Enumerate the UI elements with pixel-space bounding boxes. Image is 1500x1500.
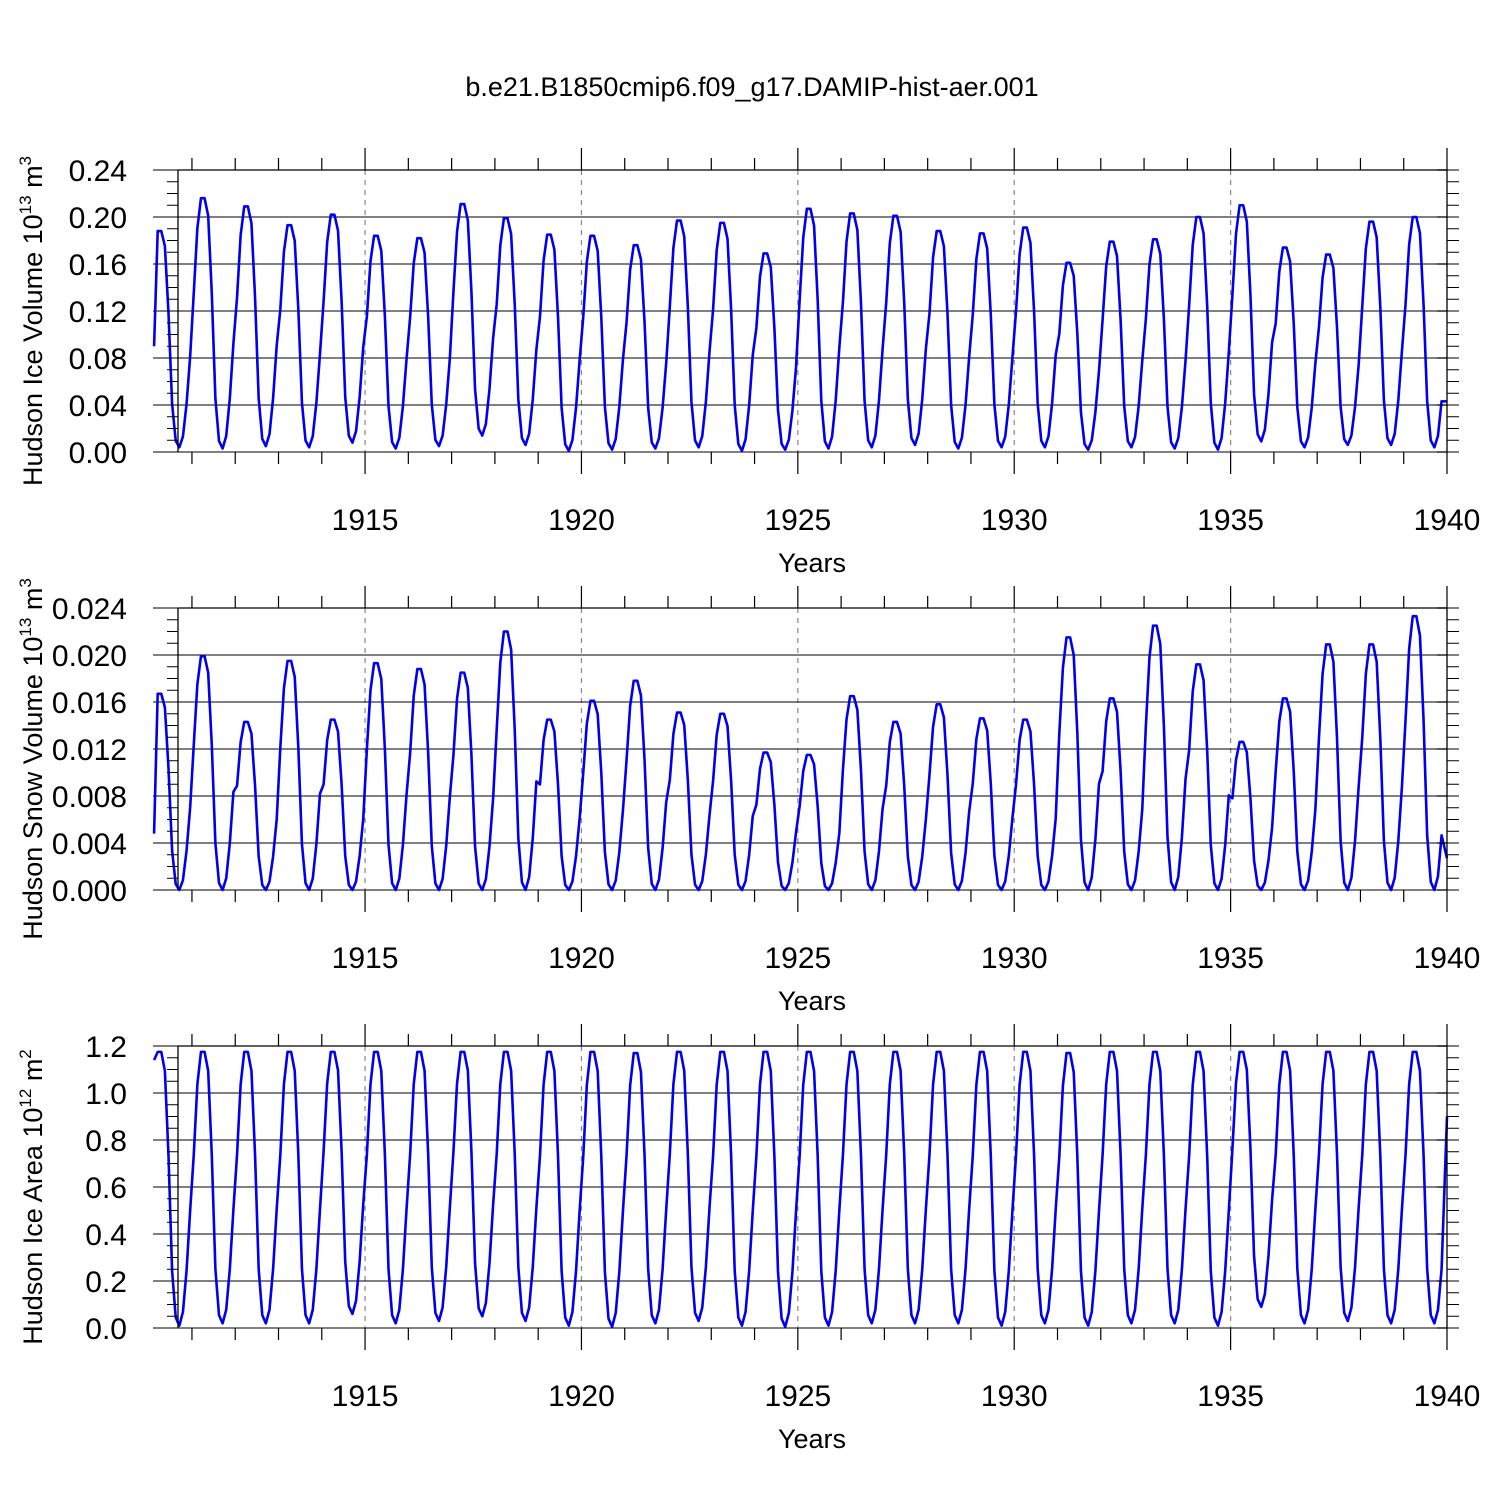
x-tick-label: 1920 (548, 1380, 615, 1413)
panel-2: 0.000 0.004 0.008 0.012 0.016 0.020 0.024 1915 1… (16, 578, 1480, 1016)
y-axis-label-unit-exponent: 3 (16, 578, 35, 587)
y-tick-label: 1.2 (85, 1031, 127, 1064)
x-tick-label: 1940 (1414, 942, 1481, 975)
y-tick-label: 0.04 (69, 390, 127, 423)
x-tick-label: 1915 (332, 942, 399, 975)
data-series-line (152, 614, 1449, 892)
y-tick-label: 0.6 (85, 1172, 127, 1205)
y-axis-label-text: Hudson Ice Area 10 (18, 1108, 48, 1345)
x-tick-label: 1925 (764, 1380, 831, 1413)
y-tick-label: 0.024 (52, 593, 127, 626)
y-tick-label: 0.16 (69, 249, 127, 282)
data-series-line (152, 1050, 1449, 1329)
y-axis-label-exponent: 13 (16, 618, 35, 637)
y-axis-label-unit-exponent: 3 (16, 156, 35, 165)
y-tick-label: 0.12 (69, 296, 127, 329)
x-tick-label: 1930 (981, 1380, 1048, 1413)
x-tick-label: 1915 (332, 504, 399, 537)
x-tick-label: 1940 (1414, 504, 1481, 537)
x-tick-label: 1925 (764, 942, 831, 975)
x-tick-label: 1925 (764, 504, 831, 537)
x-tick-label: 1915 (332, 1380, 399, 1413)
y-tick-label: 0.0 (85, 1313, 127, 1346)
y-axis-label: Hudson Ice Volume 1013 m3 (16, 156, 48, 486)
y-tick-label: 0.24 (69, 155, 127, 188)
x-tick-label: 1930 (981, 942, 1048, 975)
y-axis-label-exponent: 12 (16, 1089, 35, 1108)
x-axis-label: Years (778, 548, 846, 578)
panels: 0.00 0.04 0.08 0.12 0.16 0.20 0.24 1915 1920 1925… (16, 148, 1480, 1454)
y-tick-label: 0.2 (85, 1266, 127, 1299)
y-axis-label-text: Hudson Ice Volume 10 (18, 214, 48, 486)
y-tick-label: 0.000 (52, 875, 127, 908)
y-tick-label: 0.008 (52, 781, 127, 814)
y-axis-label-unit: m (18, 1059, 48, 1089)
y-axis-label-unit-exponent: 2 (16, 1049, 35, 1058)
x-tick-label: 1935 (1197, 504, 1264, 537)
x-tick-label: 1920 (548, 504, 615, 537)
y-tick-label: 0.08 (69, 343, 127, 376)
chart-title: b.e21.B1850cmip6.f09_g17.DAMIP-hist-aer.… (465, 72, 1038, 102)
y-axis-label-text: Hudson Snow Volume 10 (18, 637, 48, 940)
y-axis-label-unit: m (18, 588, 48, 618)
x-tick-label: 1935 (1197, 942, 1264, 975)
x-tick-label: 1935 (1197, 1380, 1264, 1413)
y-axis-label: Hudson Ice Area 1012 m2 (16, 1049, 48, 1345)
y-tick-label: 0.016 (52, 687, 127, 720)
panel-1: 0.00 0.04 0.08 0.12 0.16 0.20 0.24 1915 1920 1925… (16, 148, 1480, 578)
y-tick-label: 0.00 (69, 437, 127, 470)
x-axis-label: Years (778, 1424, 846, 1454)
y-tick-label: 0.8 (85, 1125, 127, 1158)
y-tick-label: 0.004 (52, 828, 127, 861)
data-series-line (152, 196, 1448, 453)
y-axis-label-unit: m (18, 165, 48, 195)
x-axis-label: Years (778, 986, 846, 1016)
panel-3: 0.0 0.2 0.4 0.6 0.8 1.0 1.2 1915 1920 1925 1930 193… (16, 1024, 1480, 1454)
x-tick-label: 1940 (1414, 1380, 1481, 1413)
y-tick-label: 0.012 (52, 734, 127, 767)
y-tick-label: 0.4 (85, 1219, 127, 1252)
y-tick-label: 0.20 (69, 202, 127, 235)
y-tick-label: 0.020 (52, 640, 127, 673)
y-tick-label: 1.0 (85, 1078, 127, 1111)
x-tick-label: 1930 (981, 504, 1048, 537)
y-axis-label: Hudson Snow Volume 1013 m3 (16, 578, 48, 940)
y-axis-label-exponent: 13 (16, 195, 35, 214)
x-tick-label: 1920 (548, 942, 615, 975)
